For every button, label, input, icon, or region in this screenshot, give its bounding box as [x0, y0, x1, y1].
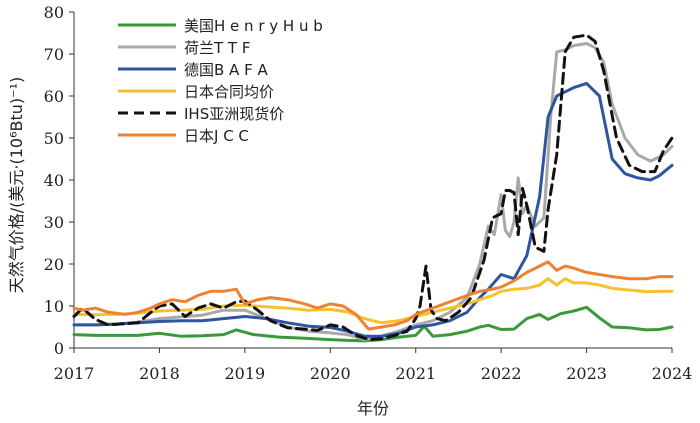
series-line-1: [72, 42, 674, 342]
legend-label: 德国B A F A: [184, 61, 268, 79]
y-tick-label: 60: [44, 87, 64, 106]
y-tick-label: 10: [44, 297, 64, 316]
x-tick-label: 2020: [310, 364, 351, 383]
series-line-5: [72, 260, 674, 331]
x-tick-label: 2022: [481, 364, 522, 383]
y-tick-label: 20: [44, 255, 64, 274]
legend: 美国H e n r y H u b 荷兰T T F 德国B A F A 日本合同均价 I…: [118, 17, 323, 145]
series-layer: [72, 33, 674, 343]
x-tick-label: 2019: [224, 364, 265, 383]
legend-label: 荷兰T T F: [184, 39, 251, 57]
series-line-3: [72, 277, 674, 325]
legend-label: 日本J C C: [184, 127, 249, 145]
series-line-4: [72, 33, 674, 342]
y-tick-label: 50: [44, 129, 64, 148]
x-axis-title: 年份: [357, 399, 389, 418]
x-tick-label: 2024: [652, 364, 693, 383]
legend-label: 美国H e n r y H u b: [184, 17, 323, 35]
x-tick-label: 2017: [54, 364, 95, 383]
chart-axes: [73, 12, 672, 349]
legend-label: 日本合同均价: [184, 83, 274, 101]
y-tick-label: 30: [44, 213, 64, 232]
y-tick-label: 70: [44, 45, 64, 64]
y-tick-label: 40: [44, 171, 64, 190]
x-ticks: 2017 2018 2019 2020 2021 2022 2023 2024: [54, 348, 693, 383]
y-tick-label: 0: [54, 339, 64, 358]
y-axis-title: 天然气价格/(美元·(10⁶Btu)⁻¹): [7, 77, 26, 293]
y-tick-label: 80: [44, 3, 64, 22]
x-tick-label: 2018: [139, 364, 180, 383]
legend-label: IHS亚洲现货价: [184, 105, 284, 123]
y-ticks: 0 10 20 30 40 50 60 70 80: [44, 3, 74, 358]
series-line-2: [72, 81, 674, 338]
series-line-0: [72, 305, 674, 343]
x-tick-label: 2021: [395, 364, 436, 383]
x-tick-label: 2023: [566, 364, 607, 383]
